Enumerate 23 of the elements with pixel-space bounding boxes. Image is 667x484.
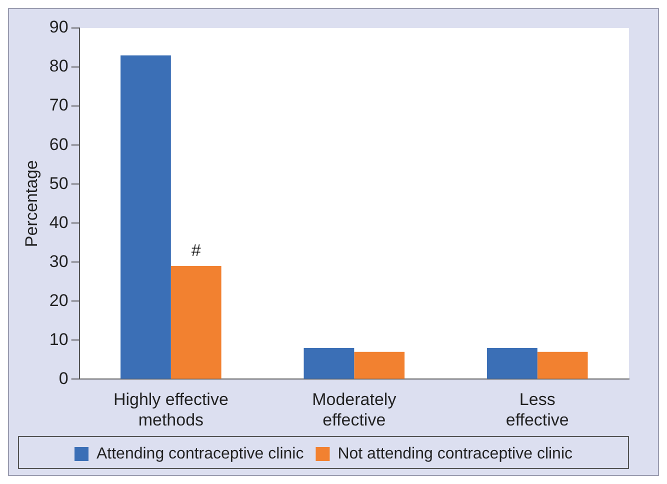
y-tick-label: 10	[49, 330, 68, 349]
y-tick-label: 90	[49, 18, 68, 37]
bar	[304, 348, 354, 379]
y-tick-label: 80	[49, 56, 68, 76]
y-tick-label: 50	[49, 174, 68, 193]
y-tick-label: 70	[49, 96, 68, 115]
bar	[354, 352, 405, 379]
y-tick-label: 0	[58, 368, 68, 388]
x-tick-label: Highly effective methods	[113, 390, 228, 430]
y-tick-label: 40	[49, 212, 68, 232]
bar	[170, 266, 222, 379]
x-tick-label: Moderately effective	[312, 390, 397, 430]
legend-label: Attending contraceptive clinic	[96, 445, 304, 462]
y-tick-label: 30	[49, 252, 68, 271]
y-axis-title: Percentage	[22, 160, 41, 248]
bar	[486, 348, 538, 379]
bar	[537, 352, 588, 379]
bar	[120, 55, 171, 379]
legend-label: Not attending contraceptive clinic	[338, 445, 573, 462]
y-tick-label: 20	[49, 290, 68, 310]
y-tick-label: 60	[49, 134, 68, 154]
annotation: #	[191, 241, 202, 260]
x-tick-label: Less effective	[506, 390, 569, 430]
